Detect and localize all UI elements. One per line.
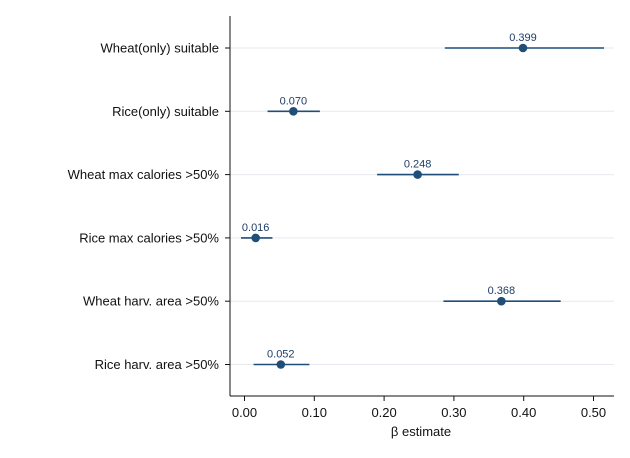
estimate-value-label: 0.016 (242, 222, 270, 234)
estimate-point (251, 233, 260, 243)
estimate-point (289, 107, 298, 116)
category-label: Rice(only) suitable (112, 104, 219, 119)
axes (229, 16, 614, 397)
estimate-value-label: 0.368 (488, 285, 516, 297)
category-label: Wheat harv. area >50% (83, 294, 219, 309)
estimate-marks: 0.399 0.070 0.248 0.016 0.368 0.052 (241, 32, 604, 369)
estimate-point (276, 360, 286, 369)
x-tick-label: 0.20 (371, 405, 396, 420)
x-tick-label: 0.50 (581, 405, 606, 420)
category-label: Wheat max calories >50% (68, 167, 220, 182)
category-label: Rice harv. area >50% (95, 357, 220, 372)
estimate-value-label: 0.248 (404, 159, 432, 171)
estimate-value-label: 0.399 (509, 32, 537, 44)
x-tick-label: 0.10 (302, 405, 327, 420)
category-label: Rice max calories >50% (79, 230, 219, 245)
estimate-point (497, 296, 506, 306)
x-tick-label: 0.40 (511, 405, 536, 420)
category-label: Wheat(only) suitable (101, 41, 220, 56)
estimate-value-label: 0.070 (280, 95, 308, 107)
x-tick-label: 0.00 (232, 405, 257, 420)
x-axis-title: β estimate (391, 424, 451, 439)
estimate-point (413, 170, 422, 179)
estimate-point (518, 43, 528, 53)
category-labels: Wheat(only) suitable Rice(only) suitable W… (68, 41, 230, 372)
estimate-value-label: 0.052 (267, 349, 295, 361)
x-tick-labels: 0.00 0.10 0.20 0.30 0.40 0.50 (232, 396, 606, 420)
x-tick-label: 0.30 (441, 405, 466, 420)
